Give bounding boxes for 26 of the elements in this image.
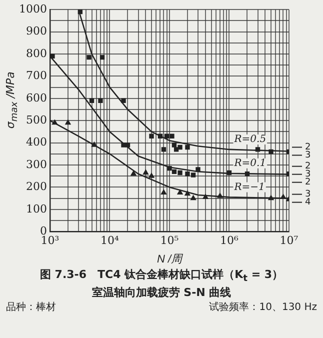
series-label: R=0.1 <box>233 158 266 170</box>
text: 2 3 <box>305 142 311 161</box>
x-tick-label: 10⁴ <box>100 234 120 248</box>
y-tick-label: 100 <box>26 202 47 216</box>
series-label: R=−1 <box>233 182 265 193</box>
x-tick-label: 10³ <box>40 234 60 248</box>
y-tick-label: 600 <box>26 91 47 104</box>
x-tick-label: 10⁵ <box>160 234 179 248</box>
text: 室温轴向加载疲劳 S-N 曲线 <box>90 286 232 300</box>
y-tick-label: 400 <box>26 136 47 149</box>
y-tick-label: 1000 <box>18 2 47 16</box>
y-tick-label: 800 <box>26 46 47 60</box>
y-tick-label: 300 <box>26 158 47 171</box>
x-tick-label: 10⁷ <box>280 234 299 248</box>
y-tick-label: 500 <box>26 113 47 126</box>
text: 品种：棒材 <box>6 300 56 314</box>
text: 2 3 2 <box>305 162 311 188</box>
x-axis-title: N /周 <box>156 253 184 266</box>
text: 图 7.3-6 TC4 钛合金棒材缺口试样（K$_{t}$ = 3） <box>38 268 284 286</box>
x-tick-label: 10⁶ <box>220 234 240 248</box>
series-label: R=0.5 <box>233 134 266 146</box>
text: 试验频率：10、130 Hz <box>209 300 317 314</box>
y-tick-label: 900 <box>26 24 47 38</box>
y-tick-label: 200 <box>26 180 47 194</box>
text: 3 4 <box>305 190 311 208</box>
y-tick-label: 700 <box>26 69 47 82</box>
